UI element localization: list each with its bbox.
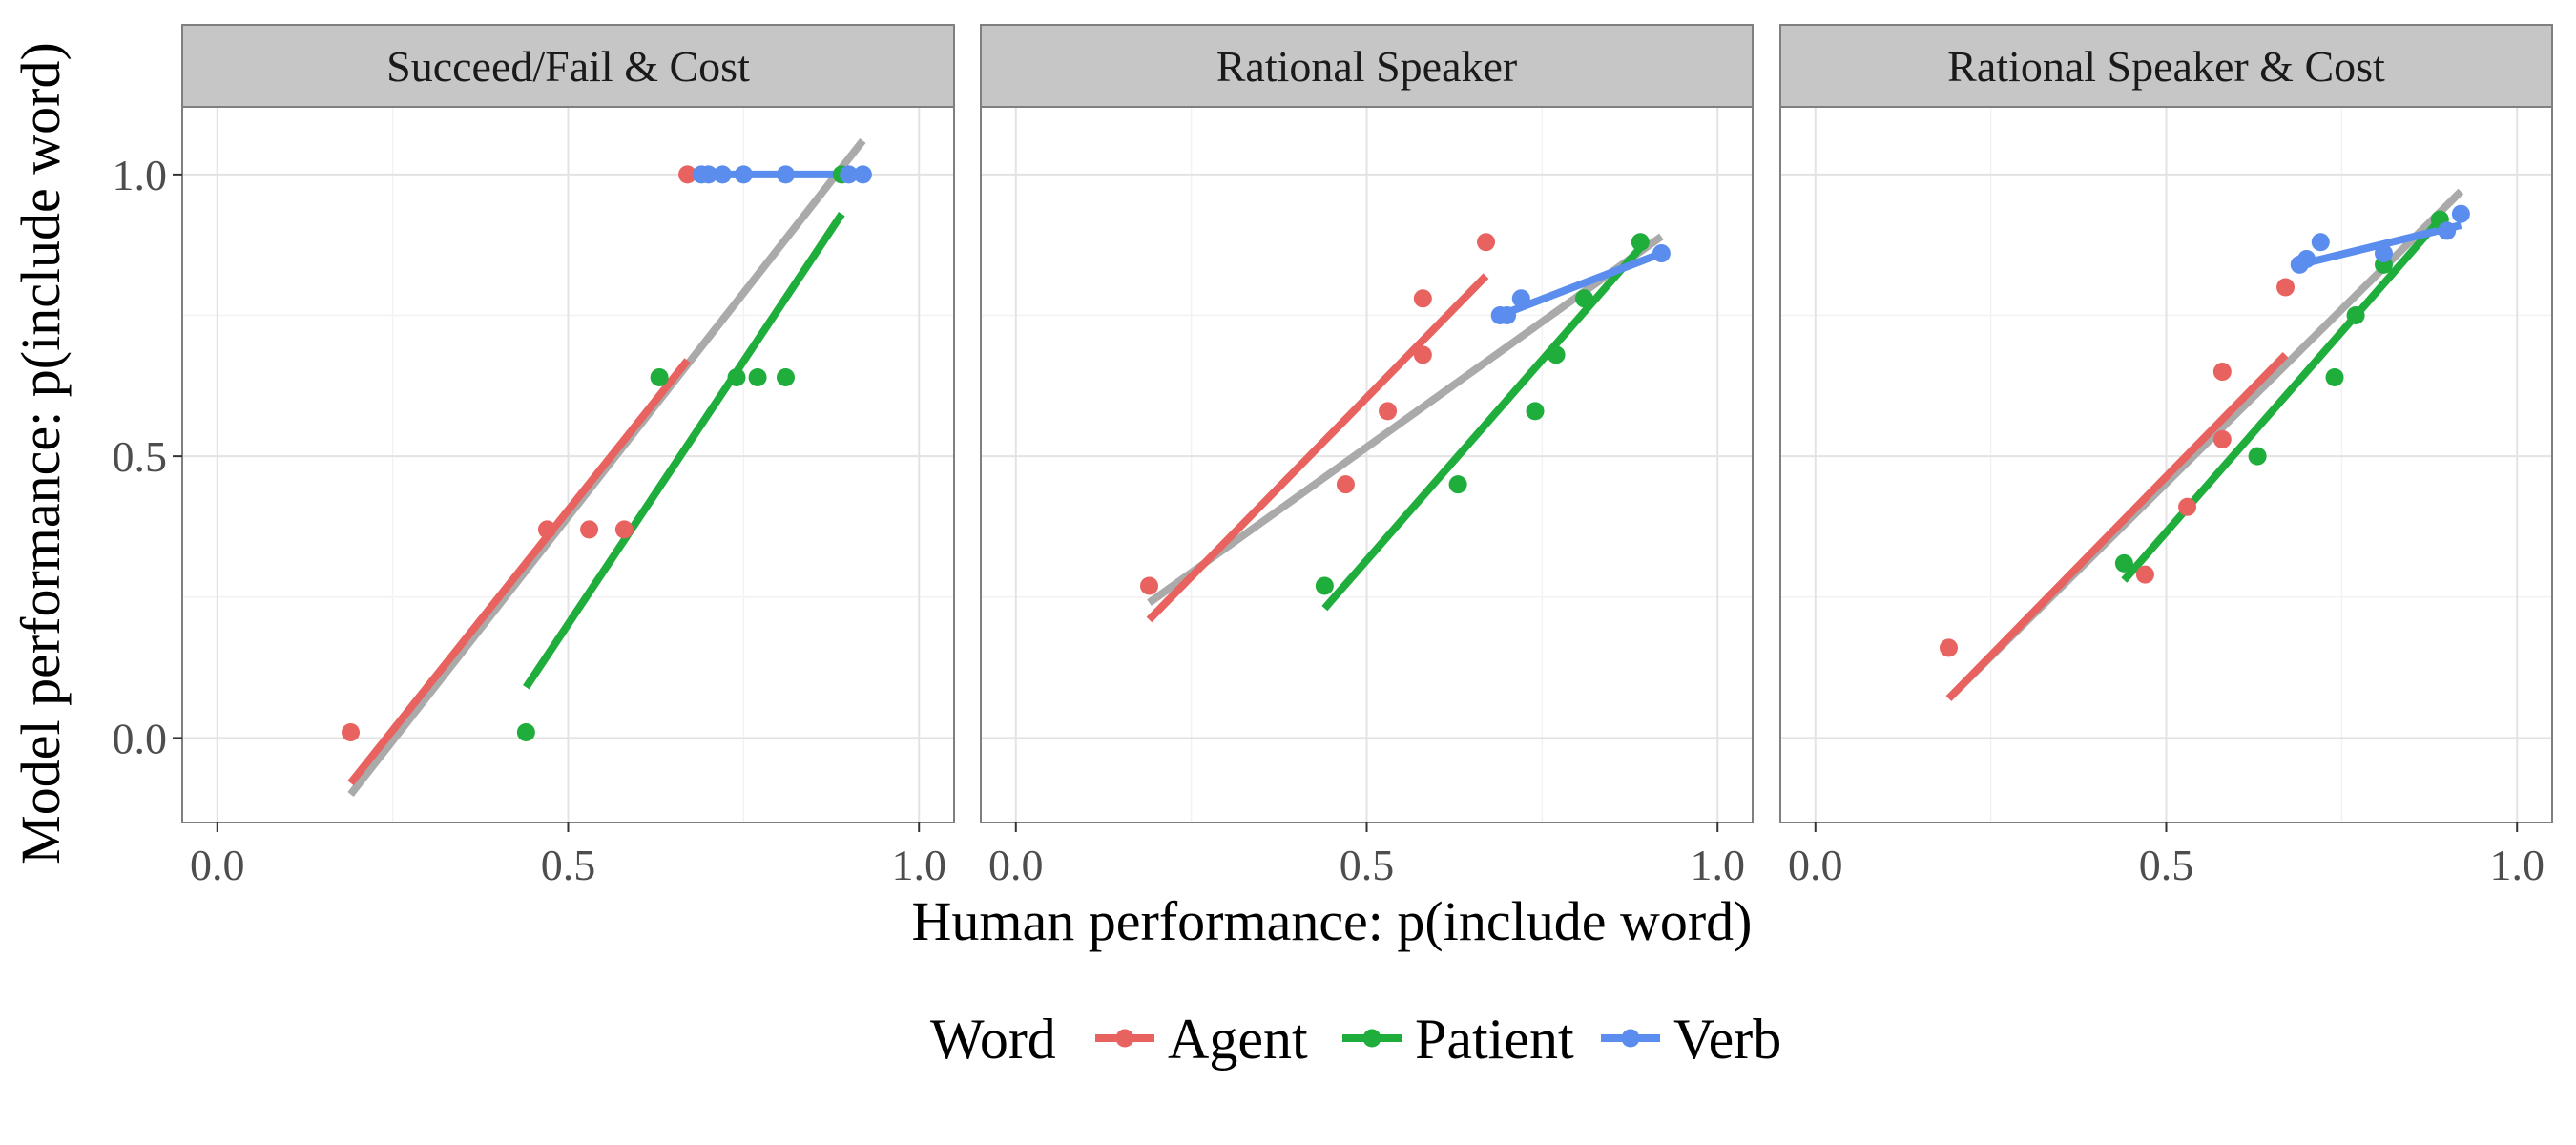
- data-point-agent: [537, 520, 556, 539]
- legend-key-point: [1621, 1029, 1640, 1048]
- data-point-agent: [1940, 638, 1959, 657]
- legend-entry-patient: Patient: [1342, 1008, 1574, 1071]
- data-point-patient: [650, 367, 669, 386]
- facet-title: Rational Speaker: [1216, 42, 1518, 91]
- data-point-agent: [1413, 345, 1432, 364]
- y-tick-label: 1.0: [113, 151, 168, 199]
- data-point-verb: [734, 165, 753, 184]
- facet-strip: [980, 24, 1754, 108]
- fit-line-patient: [1321, 245, 1644, 612]
- facet-title: Rational Speaker & Cost: [1947, 42, 2385, 91]
- data-point-agent: [2276, 278, 2296, 297]
- x-tick-label: 0.5: [541, 841, 596, 889]
- data-point-verb: [713, 165, 732, 184]
- data-point-patient: [1448, 475, 1467, 494]
- data-point-agent: [342, 723, 361, 742]
- fit-line-agent: [347, 358, 691, 786]
- data-point-patient: [1631, 233, 1650, 252]
- legend-label: Patient: [1415, 1008, 1574, 1071]
- data-point-agent: [2212, 429, 2232, 448]
- fit-line-agent: [1146, 273, 1489, 623]
- x-tick-label: 0.0: [988, 841, 1044, 889]
- data-point-patient: [727, 367, 746, 386]
- facet-strip: [181, 24, 955, 108]
- y-tick-label: 0.0: [113, 714, 168, 762]
- data-point-agent: [1336, 475, 1355, 494]
- y-axis-title: Model performance: p(include word): [10, 42, 72, 864]
- facet-title: Succeed/Fail & Cost: [386, 42, 750, 91]
- data-point-verb: [2438, 221, 2457, 240]
- data-point-agent: [2212, 363, 2232, 382]
- legend-title: Word: [930, 1008, 1056, 1071]
- x-tick-label: 1.0: [2489, 841, 2545, 889]
- data-point-agent: [1140, 576, 1159, 595]
- grid: [1780, 107, 2552, 822]
- x-tick-label: 1.0: [1690, 841, 1745, 889]
- legend: Word Agent Patient Verb: [930, 1008, 1781, 1071]
- data-point-verb: [2311, 233, 2330, 252]
- data-point-verb: [1498, 306, 1517, 325]
- fit-line-verb: [2298, 221, 2462, 269]
- fit-line-agent: [1945, 352, 2289, 701]
- x-axis-title: Human performance: p(include word): [912, 890, 1753, 952]
- data-point-agent: [580, 520, 599, 539]
- data-point-agent: [614, 520, 634, 539]
- data-point-patient: [1526, 402, 1545, 421]
- x-tick-label: 0.5: [1340, 841, 1395, 889]
- data-point-verb: [2451, 204, 2470, 223]
- data-point-agent: [1413, 289, 1432, 308]
- data-point-verb: [2297, 249, 2316, 268]
- grid: [182, 107, 954, 822]
- legend-label: Verb: [1673, 1008, 1781, 1071]
- legend-entry-verb: Verb: [1601, 1008, 1781, 1071]
- x-tick-label: 0.0: [190, 841, 245, 889]
- data-point-verb: [2374, 244, 2393, 263]
- grid: [981, 107, 1753, 822]
- data-point-verb: [1652, 244, 1671, 263]
- legend-entry-agent: Agent: [1095, 1008, 1308, 1071]
- data-point-agent: [2178, 497, 2197, 516]
- x-tick-label: 1.0: [891, 841, 946, 889]
- facet-panel-2: Rational Speaker 0.0 0.5 1.0: [980, 24, 1754, 889]
- data-point-patient: [2325, 367, 2344, 386]
- data-point-agent: [1379, 402, 1398, 421]
- facet-panel-3: Rational Speaker & Cost 0.0 0.5 1.0: [1779, 24, 2553, 889]
- data-point-agent: [678, 165, 697, 184]
- data-point-patient: [516, 723, 535, 742]
- y-tick-label: 0.5: [113, 432, 168, 481]
- facet-strip: [1779, 24, 2553, 108]
- legend-key-point: [1362, 1029, 1381, 1048]
- fit-line-patient: [2121, 217, 2443, 583]
- data-point-patient: [1547, 345, 1566, 364]
- data-point-verb: [699, 165, 718, 184]
- data-point-agent: [1477, 233, 1496, 252]
- data-point-agent: [2135, 565, 2154, 584]
- data-point-patient: [776, 367, 795, 386]
- data-point-verb: [853, 165, 872, 184]
- legend-key-point: [1115, 1029, 1134, 1048]
- data-point-patient: [2248, 447, 2267, 466]
- facet-panel-1: Succeed/Fail & Cost 0.0 0.5 1.0 0.0 0.5 1.0: [113, 24, 955, 889]
- data-point-patient: [1574, 289, 1593, 308]
- data-point-patient: [2114, 553, 2133, 572]
- x-tick-label: 0.0: [1788, 841, 1843, 889]
- data-point-verb: [1511, 289, 1530, 308]
- data-point-patient: [2346, 306, 2365, 325]
- data-point-patient: [748, 367, 767, 386]
- data-point-patient: [1315, 576, 1334, 595]
- x-tick-label: 0.5: [2139, 841, 2194, 889]
- legend-label: Agent: [1168, 1008, 1308, 1071]
- fit-line-patient: [523, 211, 845, 690]
- data-point-verb: [840, 165, 859, 184]
- data-point-verb: [776, 165, 795, 184]
